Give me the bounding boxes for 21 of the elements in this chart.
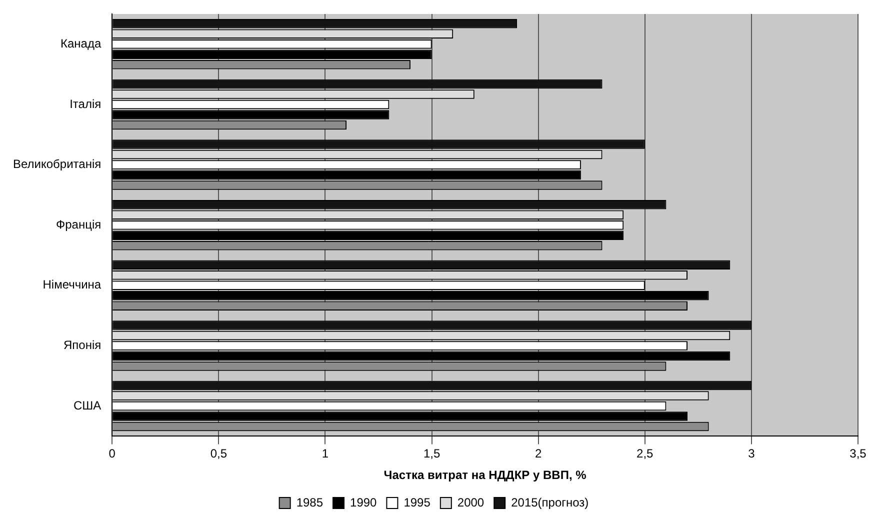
legend-label: 2015(прогноз) [511, 495, 589, 510]
y-tick-label: Японія [63, 338, 102, 352]
x-tick-label: 3 [748, 446, 756, 461]
legend-label: 2000 [457, 495, 484, 510]
x-axis-title: Частка витрат на НДДКР у ВВП, % [384, 468, 587, 482]
y-tick-label: США [73, 398, 102, 412]
y-tick-label: Великобританія [12, 157, 102, 172]
legend-label: 1995 [404, 495, 431, 510]
x-tick-label: 2,5 [636, 446, 654, 461]
y-tick-label: Німеччина [42, 278, 102, 292]
y-tick-label: Канада [60, 36, 102, 50]
x-tick-label: 1,5 [423, 446, 440, 461]
legend-label: 1985 [296, 495, 324, 510]
x-tick-label: 0 [108, 446, 116, 461]
x-tick-label: 3,5 [850, 446, 867, 461]
x-tick-label: 0,5 [210, 446, 228, 461]
x-tick-label: 2 [534, 446, 542, 461]
x-tick-label: 1 [322, 446, 329, 461]
legend-label: 1990 [350, 495, 378, 510]
y-tick-label: Італія [70, 96, 102, 111]
y-tick-label: Франція [56, 217, 102, 232]
